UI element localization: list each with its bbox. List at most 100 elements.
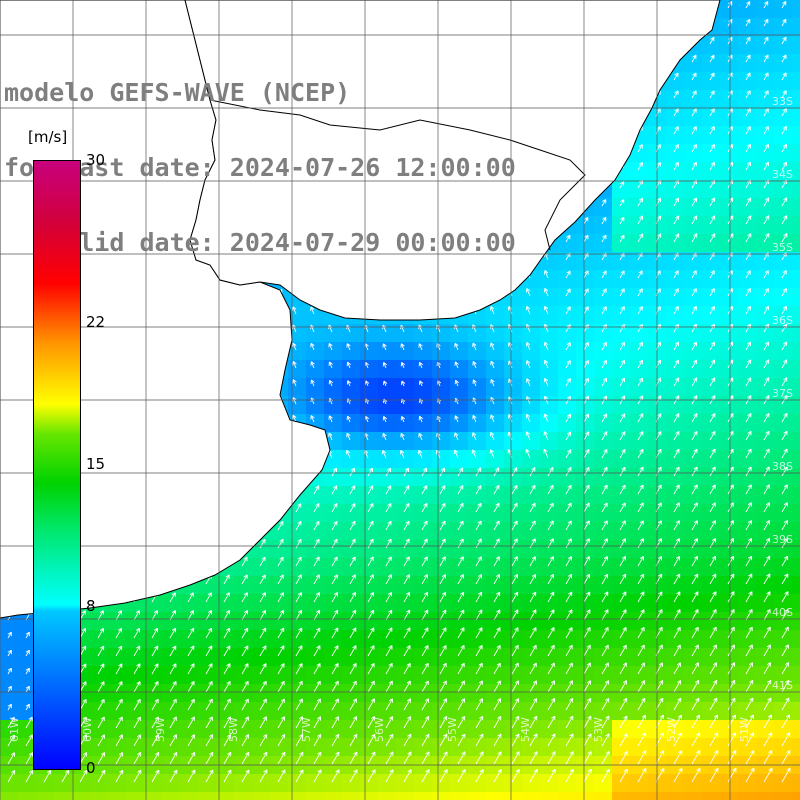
field-cell xyxy=(540,612,558,630)
field-cell xyxy=(18,774,36,792)
field-cell xyxy=(684,648,702,666)
field-cell xyxy=(774,486,792,504)
field-cell xyxy=(792,270,800,288)
field-cell xyxy=(342,558,360,576)
field-cell xyxy=(594,252,612,270)
field-cell xyxy=(612,450,630,468)
field-cell xyxy=(774,792,792,800)
field-cell xyxy=(684,234,702,252)
field-cell xyxy=(702,414,720,432)
field-cell xyxy=(522,396,540,414)
field-cell xyxy=(486,684,504,702)
field-cell xyxy=(666,594,684,612)
field-cell xyxy=(576,450,594,468)
field-cell xyxy=(684,576,702,594)
field-cell xyxy=(774,504,792,522)
field-cell xyxy=(342,720,360,738)
field-cell xyxy=(702,234,720,252)
field-cell xyxy=(774,90,792,108)
field-cell xyxy=(306,774,324,792)
field-cell xyxy=(666,522,684,540)
field-cell xyxy=(288,576,306,594)
field-cell xyxy=(360,558,378,576)
field-cell xyxy=(594,468,612,486)
field-cell xyxy=(414,720,432,738)
field-cell xyxy=(396,342,414,360)
field-cell xyxy=(540,558,558,576)
field-cell xyxy=(252,702,270,720)
field-cell xyxy=(108,684,126,702)
field-cell xyxy=(738,144,756,162)
field-cell xyxy=(504,576,522,594)
field-cell xyxy=(180,792,198,800)
field-cell xyxy=(684,342,702,360)
field-cell xyxy=(378,396,396,414)
field-cell xyxy=(720,18,738,36)
field-cell xyxy=(108,612,126,630)
field-cell xyxy=(720,126,738,144)
field-cell xyxy=(702,36,720,54)
longitude-label: 59W xyxy=(154,717,167,742)
field-cell xyxy=(504,360,522,378)
field-cell xyxy=(306,648,324,666)
field-cell xyxy=(702,342,720,360)
field-cell xyxy=(342,396,360,414)
field-cell xyxy=(414,540,432,558)
field-cell xyxy=(360,594,378,612)
field-cell xyxy=(414,504,432,522)
field-cell xyxy=(666,486,684,504)
field-cell xyxy=(594,504,612,522)
field-cell xyxy=(666,306,684,324)
field-cell xyxy=(108,774,126,792)
field-cell xyxy=(432,414,450,432)
field-cell xyxy=(594,558,612,576)
field-cell xyxy=(252,666,270,684)
field-cell xyxy=(414,414,432,432)
field-cell xyxy=(540,360,558,378)
field-cell xyxy=(612,594,630,612)
field-cell xyxy=(468,630,486,648)
field-cell xyxy=(486,612,504,630)
field-cell xyxy=(576,396,594,414)
field-cell xyxy=(756,54,774,72)
latitude-label: 40S xyxy=(772,606,793,619)
field-cell xyxy=(324,612,342,630)
field-cell xyxy=(90,684,108,702)
field-cell xyxy=(486,594,504,612)
field-cell xyxy=(342,792,360,800)
field-cell xyxy=(90,630,108,648)
field-cell xyxy=(756,90,774,108)
field-cell xyxy=(720,648,738,666)
field-cell xyxy=(774,576,792,594)
field-cell xyxy=(504,594,522,612)
field-cell xyxy=(126,774,144,792)
field-cell xyxy=(738,126,756,144)
field-cell xyxy=(630,216,648,234)
field-cell xyxy=(666,198,684,216)
field-cell xyxy=(558,450,576,468)
latitude-label: 35S xyxy=(772,241,793,254)
field-cell xyxy=(630,630,648,648)
field-cell xyxy=(252,720,270,738)
field-cell xyxy=(324,522,342,540)
field-cell xyxy=(144,774,162,792)
field-cell xyxy=(360,396,378,414)
field-cell xyxy=(396,414,414,432)
field-cell xyxy=(684,360,702,378)
field-cell xyxy=(792,684,800,702)
field-cell xyxy=(792,414,800,432)
field-cell xyxy=(522,684,540,702)
field-cell xyxy=(504,468,522,486)
field-cell xyxy=(720,252,738,270)
field-cell xyxy=(180,648,198,666)
field-cell xyxy=(324,702,342,720)
field-cell xyxy=(486,468,504,486)
field-cell xyxy=(342,666,360,684)
field-cell xyxy=(450,684,468,702)
field-cell xyxy=(270,738,288,756)
field-cell xyxy=(756,432,774,450)
field-cell xyxy=(558,252,576,270)
field-cell xyxy=(306,558,324,576)
colorbar-tick-label: 15 xyxy=(86,455,106,473)
field-cell xyxy=(90,648,108,666)
